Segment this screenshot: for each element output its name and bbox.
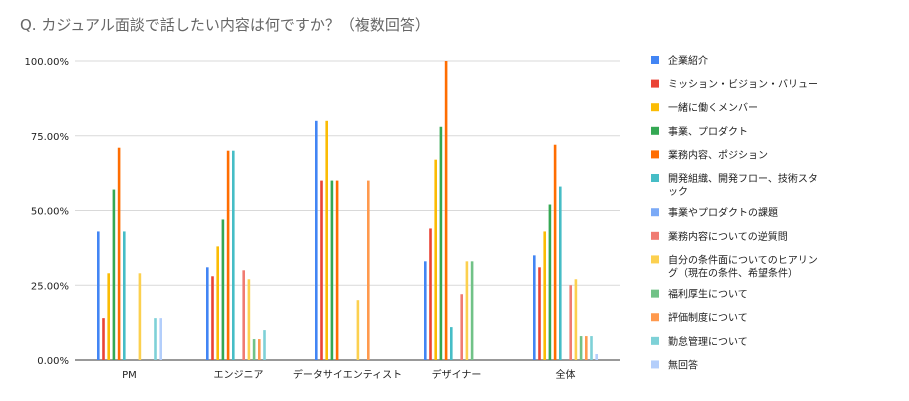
- bar: [154, 318, 157, 360]
- bar: [226, 150, 230, 360]
- bar: [553, 144, 557, 360]
- bar: [569, 285, 572, 360]
- bar: [123, 231, 126, 360]
- bar: [320, 180, 323, 360]
- bar: [595, 354, 598, 360]
- legend-swatch: [651, 289, 659, 298]
- bar: [325, 120, 328, 360]
- legend-swatch: [651, 56, 659, 64]
- bar: [211, 276, 214, 360]
- legend-swatch: [651, 231, 659, 240]
- legend-label: 自分の条件面についてのヒアリング（現在の条件、希望条件）: [668, 253, 818, 279]
- legend-swatch: [651, 360, 659, 369]
- bar: [112, 189, 116, 360]
- bar: [460, 294, 463, 360]
- bar: [538, 267, 541, 360]
- y-tick-label: 100.00%: [25, 57, 70, 68]
- bar: [242, 270, 245, 360]
- x-tick-label: PM: [122, 370, 137, 381]
- bar: [585, 336, 588, 360]
- bar: [330, 180, 334, 360]
- bar: [590, 336, 593, 360]
- legend-swatch: [651, 336, 659, 345]
- legend-label: 福利厚生について: [668, 288, 748, 301]
- x-tick-label: エンジニア: [214, 370, 264, 381]
- bar: [429, 228, 432, 360]
- legend-swatch: [651, 255, 659, 264]
- y-tick-label: 75.00%: [31, 132, 69, 143]
- bar: [216, 246, 219, 360]
- legend-label: ミッション・ビジョン・バリュー: [668, 79, 818, 91]
- bar: [424, 261, 427, 360]
- legend-label: 事業、プロダクト: [668, 125, 748, 138]
- bar: [533, 255, 536, 360]
- bar: [206, 267, 209, 360]
- bar: [117, 147, 121, 360]
- bar: [247, 279, 251, 360]
- legend-swatch: [651, 79, 659, 88]
- y-tick-label: 50.00%: [31, 207, 69, 218]
- legend-label: 勤怠管理について: [668, 335, 748, 348]
- legend-label: 企業紹介: [668, 54, 708, 67]
- legend-label: 業務内容、ポジション: [668, 148, 768, 161]
- legend-swatch: [651, 313, 659, 322]
- bar: [258, 339, 261, 360]
- bar: [159, 318, 162, 360]
- bar: [232, 150, 235, 360]
- legend-label: 評価制度について: [668, 311, 748, 324]
- bar: [315, 120, 318, 360]
- bar: [574, 279, 578, 360]
- bar: [221, 219, 225, 360]
- legend-swatch: [651, 126, 659, 135]
- x-tick-label: 全体: [556, 368, 576, 381]
- legend-label: 一緒に働くメンバー: [668, 101, 758, 114]
- bar: [356, 300, 360, 360]
- bar: [97, 231, 100, 360]
- bar: [465, 261, 469, 360]
- bar: [434, 159, 437, 360]
- x-tick-label: データサイエンティスト: [293, 368, 402, 381]
- bar: [138, 273, 142, 360]
- chart-title: Q. カジュアル面談で話したい内容は何ですか？（複数回答）: [20, 16, 430, 34]
- bar: [102, 318, 105, 360]
- bar: [439, 126, 443, 360]
- bar: [450, 327, 453, 360]
- legend-swatch: [651, 103, 659, 112]
- y-tick-label: 25.00%: [31, 281, 69, 292]
- bar: [107, 273, 110, 360]
- legend-swatch: [651, 208, 659, 217]
- bar: [559, 186, 562, 360]
- bar: [470, 261, 474, 360]
- x-tick-label: デザイナー: [432, 368, 482, 381]
- bar: [367, 180, 370, 360]
- bar: [579, 336, 583, 360]
- bar: [543, 231, 546, 360]
- bar: [335, 180, 339, 360]
- bar: [252, 339, 256, 360]
- legend-swatch: [651, 150, 659, 159]
- legend-label: 無回答: [668, 358, 698, 371]
- legend-label: 業務内容についての逆質問: [668, 230, 788, 243]
- legend-swatch: [651, 174, 659, 182]
- bar: [263, 330, 266, 360]
- legend-label: 事業やプロダクトの課題: [668, 206, 778, 219]
- legend-label: 開発組織、開発フロー、技術スタック: [668, 172, 818, 198]
- bar: [444, 61, 448, 360]
- y-tick-label: 0.00%: [37, 356, 69, 367]
- bar: [548, 204, 552, 360]
